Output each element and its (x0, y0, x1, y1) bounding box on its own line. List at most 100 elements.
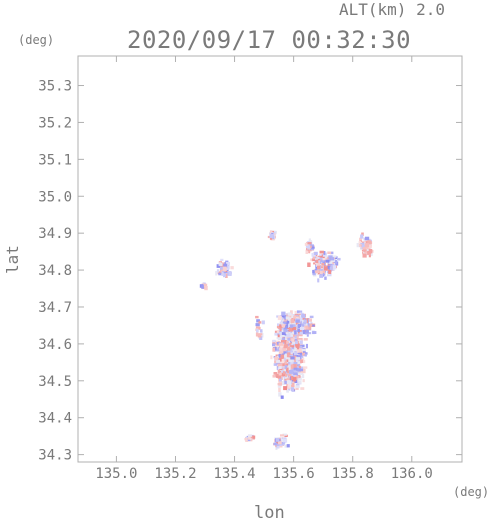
data-cell (281, 363, 285, 366)
data-cell (287, 364, 291, 368)
data-cell (284, 337, 289, 343)
y-unit-label: (deg) (18, 33, 55, 47)
data-cell (305, 352, 308, 355)
data-cell (282, 362, 287, 366)
data-cell (298, 348, 302, 352)
data-cell (292, 341, 296, 345)
x-unit-label: (deg) (453, 485, 490, 499)
data-cell (276, 345, 280, 348)
data-cell (300, 359, 304, 363)
data-cell (286, 380, 290, 384)
data-cell (297, 366, 302, 369)
data-cell (358, 241, 361, 246)
data-cell (293, 315, 297, 319)
data-cell (283, 368, 287, 372)
data-cell (307, 262, 311, 267)
data-cell (295, 361, 300, 365)
data-cell (278, 387, 281, 392)
data-cell (282, 339, 286, 344)
data-cell (255, 332, 259, 337)
data-cell (330, 257, 334, 260)
data-cell (280, 354, 284, 359)
data-cell (256, 329, 259, 333)
data-cell (310, 258, 314, 262)
data-cell (277, 363, 283, 367)
altitude-label: ALT(km) 2.0 (339, 0, 445, 19)
data-cell (363, 249, 367, 252)
data-cell (292, 377, 297, 382)
data-cell (299, 333, 303, 337)
data-cell (368, 253, 371, 258)
data-cell (295, 385, 300, 389)
data-cell (291, 347, 295, 350)
data-cell (278, 342, 283, 346)
data-cell (286, 444, 290, 448)
data-cell (285, 357, 291, 360)
data-cell (288, 334, 294, 337)
x-tick-label: 135.2 (154, 466, 196, 482)
data-cell (278, 351, 281, 356)
data-cell (259, 336, 263, 340)
data-cell (367, 238, 371, 241)
data-cell (290, 319, 295, 324)
data-cell (315, 270, 320, 273)
data-cell (309, 323, 312, 327)
data-cell (368, 249, 373, 254)
data-cell (282, 321, 287, 324)
data-cell (325, 255, 330, 258)
data-cell (281, 439, 284, 443)
data-cell (277, 382, 282, 386)
data-cell (286, 378, 292, 381)
data-cell (276, 375, 279, 378)
x-tick-label: 136.0 (391, 466, 433, 482)
y-tick-label: 34.6 (38, 337, 72, 353)
data-cell (220, 268, 225, 271)
data-cell (323, 266, 328, 271)
data-cell (312, 258, 315, 262)
data-cell (281, 311, 286, 316)
data-cell (301, 328, 305, 332)
data-cell (298, 337, 303, 342)
data-cell (359, 244, 362, 248)
data-cell (285, 330, 288, 335)
data-cell (303, 319, 307, 323)
y-tick-label: 35.3 (38, 79, 72, 95)
data-cell (219, 266, 224, 270)
data-cell (274, 356, 279, 361)
data-cell (275, 373, 279, 377)
plot-frame (77, 55, 463, 463)
data-cell (295, 343, 300, 348)
data-cell (290, 356, 295, 360)
data-cell (310, 322, 313, 325)
data-cell (286, 340, 289, 344)
data-cell (277, 369, 280, 374)
data-cell (312, 269, 315, 274)
data-cell (307, 242, 312, 245)
data-cell (297, 328, 300, 332)
data-cell (288, 359, 293, 363)
data-cell (220, 258, 224, 261)
data-cell (304, 242, 308, 246)
data-cell (289, 370, 293, 374)
data-cell (365, 249, 370, 252)
data-cell (286, 353, 290, 358)
data-cell (293, 351, 298, 354)
data-cell (302, 379, 305, 383)
data-cell (290, 361, 294, 367)
data-cell (315, 259, 319, 264)
data-cell (362, 247, 367, 250)
data-cell (300, 344, 305, 348)
y-tick-label: 35.0 (38, 189, 72, 205)
data-cell (223, 273, 226, 278)
data-cell (282, 441, 285, 446)
data-cell (302, 322, 306, 325)
data-cell (216, 269, 220, 273)
data-cell (281, 324, 286, 328)
data-cell (248, 434, 252, 437)
data-cell (290, 364, 294, 369)
data-cell (327, 251, 332, 254)
data-cell (256, 319, 260, 323)
data-cell (308, 318, 312, 322)
data-cell (282, 380, 285, 386)
data-cell (319, 274, 324, 278)
